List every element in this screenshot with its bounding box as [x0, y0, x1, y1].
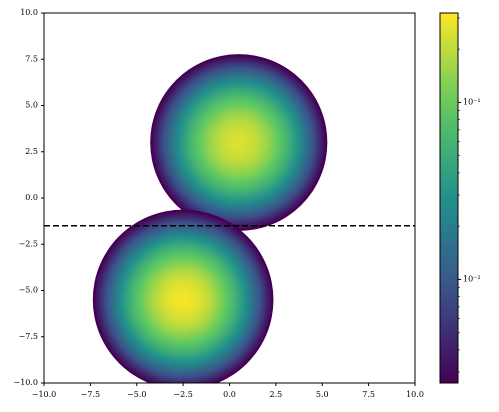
y-tick-label: −2.5 — [19, 239, 38, 248]
x-tick-label: −5.0 — [127, 390, 146, 399]
y-tick-label: 10.0 — [20, 8, 38, 17]
x-tick-label: 2.5 — [270, 390, 283, 399]
x-tick-label: −2.5 — [173, 390, 192, 399]
colorbar — [439, 12, 459, 384]
y-tick-label: −7.5 — [19, 332, 38, 341]
colorbar-tick-label: 10⁻² — [463, 274, 481, 283]
x-tick-label: −10.0 — [32, 390, 57, 399]
y-tick-label: 2.5 — [25, 147, 38, 156]
density-ring — [236, 140, 241, 145]
y-tick-label: 0.0 — [25, 193, 38, 202]
x-tick-label: 10.0 — [406, 390, 424, 399]
plot-area — [92, 54, 328, 383]
x-tick-label: 5.0 — [316, 390, 329, 399]
y-tick-label: −10.0 — [13, 378, 38, 387]
colorbar-tick-label: 10⁻¹ — [463, 97, 481, 106]
x-tick-label: 0.0 — [223, 390, 236, 399]
density-ring — [180, 297, 186, 303]
x-tick-label: 7.5 — [362, 390, 375, 399]
x-tick-label: −7.5 — [81, 390, 100, 399]
y-tick-label: 5.0 — [25, 101, 38, 110]
y-tick-label: −5.0 — [19, 286, 38, 295]
y-tick-label: 7.5 — [25, 54, 38, 63]
